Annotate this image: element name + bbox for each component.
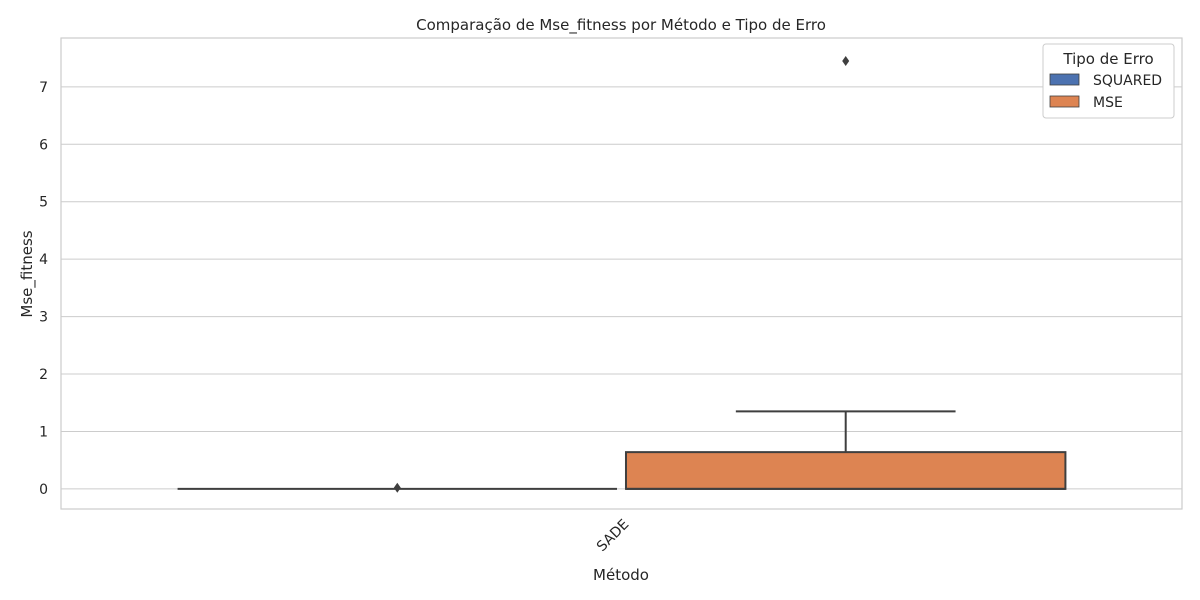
- outlier-point-mse: [842, 55, 850, 66]
- y-tick-label: 2: [39, 367, 48, 383]
- y-tick-label: 1: [39, 424, 48, 440]
- chart-title: Comparação de Mse_fitness por Método e T…: [416, 16, 826, 35]
- legend-swatch-squared: [1049, 73, 1080, 86]
- y-tick-label: 0: [39, 482, 48, 498]
- x-tick-label: SADE: [594, 517, 632, 555]
- legend: Tipo de Erro SQUARED MSE: [1042, 43, 1175, 119]
- box-mse: [624, 451, 1067, 490]
- y-tick-label: 4: [39, 252, 48, 268]
- plot-area: 0 1 2 3 4 5 6 7 SADE: [39, 37, 1183, 555]
- y-tick-label: 5: [39, 195, 48, 211]
- outlier-point-squared: [393, 482, 401, 493]
- y-tick-label: 7: [39, 80, 48, 96]
- y-tick-label: 6: [39, 137, 48, 153]
- x-axis-label: Método: [593, 566, 649, 584]
- plot-border: [60, 37, 1183, 510]
- legend-label-mse: MSE: [1093, 95, 1123, 111]
- legend-swatch-mse: [1049, 95, 1080, 108]
- y-axis-label: Mse_fitness: [18, 230, 37, 317]
- legend-label-squared: SQUARED: [1093, 73, 1162, 89]
- legend-title: Tipo de Erro: [1062, 50, 1153, 68]
- y-tick-label: 3: [39, 310, 48, 326]
